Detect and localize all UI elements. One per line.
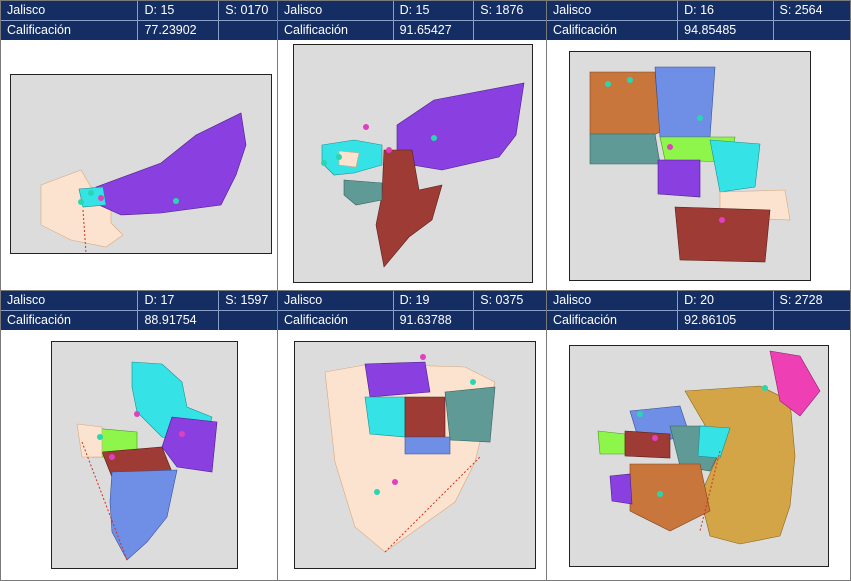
map-drawing — [324, 354, 496, 553]
score-value: 88.91754 — [138, 311, 220, 330]
panel-header-row: Jalisco D: 15 S: 1876 — [278, 1, 546, 20]
score-value: 91.63788 — [394, 311, 475, 330]
panel-6: Jalisco D: 20 S: 2728 Calificación 92.86… — [546, 290, 851, 581]
district-label: D: 19 — [394, 291, 475, 310]
section-label: S: 2728 — [779, 293, 823, 307]
section-map — [10, 74, 272, 254]
district-label: D: 15 — [138, 1, 220, 20]
section-label: S: 0375 — [480, 293, 524, 307]
score-value: 77.23902 — [138, 21, 220, 40]
district-label: D: 20 — [678, 291, 774, 310]
state-label: Jalisco — [1, 291, 139, 310]
map-drawing — [589, 66, 791, 263]
section-label: S: 2564 — [779, 3, 823, 17]
map-drawing — [597, 350, 821, 545]
panel-score-row: Calificación 94.85485 — [547, 20, 850, 40]
panel-3: Jalisco D: 16 S: 2564 Calificación 94.85… — [546, 0, 851, 291]
score-label: Calificación — [547, 311, 679, 330]
panel-1: Jalisco D: 15 S: 0170 Calificación 77.23… — [0, 0, 278, 291]
panel-5: Jalisco D: 19 S: 0375 Calificación 91.63… — [277, 290, 547, 581]
score-value: 94.85485 — [678, 21, 774, 40]
state-label: Jalisco — [278, 1, 394, 20]
score-label: Calificación — [278, 21, 394, 40]
section-label: S: 1597 — [225, 293, 269, 307]
score-label: Calificación — [547, 21, 679, 40]
district-label: D: 16 — [678, 1, 774, 20]
panel-score-row: Calificación 92.86105 — [547, 310, 850, 330]
panel-score-row: Calificación 91.65427 — [278, 20, 546, 40]
district-label: D: 17 — [138, 291, 220, 310]
score-value: 92.86105 — [678, 311, 774, 330]
state-label: Jalisco — [278, 291, 394, 310]
section-map — [293, 44, 533, 283]
score-value: 91.65427 — [394, 21, 475, 40]
panel-header-row: Jalisco D: 20 S: 2728 — [547, 291, 850, 310]
state-label: Jalisco — [547, 291, 679, 310]
district-label: D: 15 — [394, 1, 475, 20]
panel-score-row: Calificación 91.63788 — [278, 310, 546, 330]
panel-2: Jalisco D: 15 S: 1876 Calificación 91.65… — [277, 0, 547, 291]
map-drawing — [76, 361, 218, 561]
score-label: Calificación — [278, 311, 394, 330]
panel-score-row: Calificación 77.23902 — [1, 20, 277, 40]
section-label: S: 1876 — [480, 3, 524, 17]
panel-header-row: Jalisco D: 17 S: 1597 — [1, 291, 277, 310]
score-label: Calificación — [1, 21, 139, 40]
panel-header-row: Jalisco D: 19 S: 0375 — [278, 291, 546, 310]
panel-4: Jalisco D: 17 S: 1597 Calificación 88.91… — [0, 290, 278, 581]
panel-score-row: Calificación 88.91754 — [1, 310, 277, 330]
state-label: Jalisco — [547, 1, 679, 20]
map-drawing — [40, 112, 247, 253]
map-drawing — [321, 82, 525, 268]
section-map — [569, 51, 811, 281]
panel-header-row: Jalisco D: 16 S: 2564 — [547, 1, 850, 20]
section-map — [294, 341, 536, 569]
section-label: S: 0170 — [225, 3, 269, 17]
score-label: Calificación — [1, 311, 139, 330]
section-map — [569, 345, 829, 567]
panel-header-row: Jalisco D: 15 S: 0170 — [1, 1, 277, 20]
state-label: Jalisco — [1, 1, 139, 20]
section-map — [51, 341, 238, 569]
